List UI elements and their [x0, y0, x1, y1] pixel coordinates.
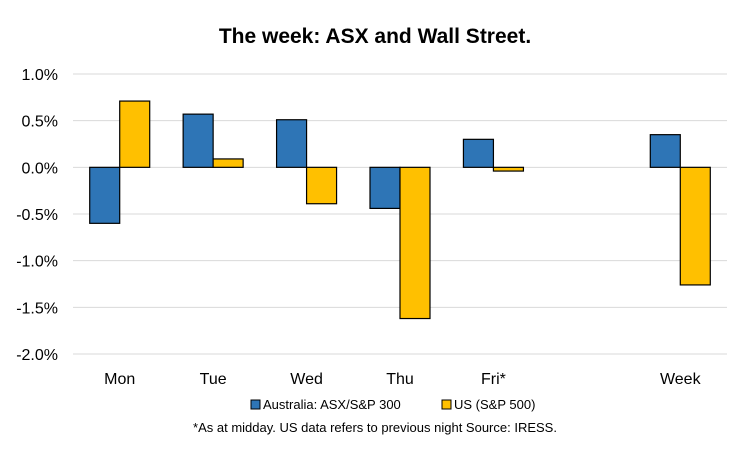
bar-asx-Wed — [275, 119, 308, 168]
x-tick-label: Mon — [104, 371, 135, 388]
bar-asx-Mon — [89, 166, 121, 224]
y-tick-label: 0.5% — [22, 114, 58, 131]
x-tick-label: Tue — [200, 371, 227, 388]
y-tick-label: 0.0% — [22, 160, 58, 177]
legend-label: Australia: ASX/S&P 300 — [263, 397, 401, 412]
y-tick-label: 1.0% — [22, 67, 58, 84]
bar-asx-Fri* — [462, 138, 495, 168]
x-tick-label: Thu — [386, 371, 414, 388]
legend-swatch — [441, 399, 452, 410]
footnote: *As at midday. US data refers to previou… — [193, 420, 557, 435]
y-tick-label: -0.5% — [16, 207, 58, 224]
y-tick-label: -1.5% — [16, 300, 58, 317]
bar-us-Thu — [399, 166, 431, 320]
bar-us-Tue — [212, 158, 244, 168]
bar-us-Fri* — [492, 166, 525, 172]
x-tick-label: Fri* — [481, 371, 506, 388]
bar-asx-Tue — [182, 113, 214, 168]
legend-label: US (S&P 500) — [454, 397, 535, 412]
legend: Australia: ASX/S&P 300 US (S&P 500) — [250, 397, 535, 412]
x-tick-label: Week — [660, 371, 702, 388]
y-tick-label: -1.0% — [16, 254, 58, 271]
bar-us-Mon — [119, 100, 151, 168]
bar-asx-Thu — [369, 166, 401, 209]
x-tick-label: Wed — [290, 371, 323, 388]
bar-us-Wed — [305, 166, 338, 205]
bar-asx-Week — [649, 134, 681, 168]
y-tick-label: -2.0% — [16, 347, 58, 364]
bar-us-Week — [679, 166, 711, 286]
chart-title: The week: ASX and Wall Street. — [219, 25, 531, 48]
legend-swatch — [250, 399, 261, 410]
